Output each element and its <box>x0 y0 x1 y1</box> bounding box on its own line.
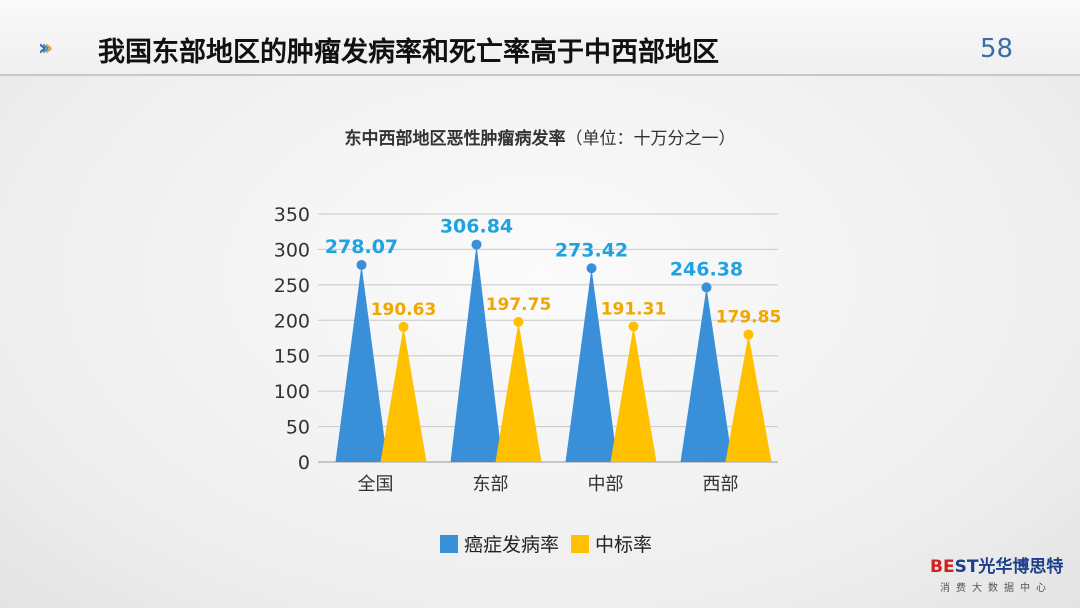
data-point <box>398 321 409 332</box>
triangle-mark <box>495 321 542 462</box>
legend: 癌症发病率 中标率 <box>440 530 652 557</box>
y-tick-label: 350 <box>274 204 310 226</box>
logo: BEST光华博思特 消费大数据中心 <box>930 552 1063 594</box>
triangle-mark <box>380 326 427 462</box>
header: ››› 我国东部地区的肿瘤发病率和死亡率高于中西部地区 58 <box>0 0 1080 76</box>
x-tick-label: 全国 <box>358 474 394 495</box>
legend-item-standard: 中标率 <box>571 530 652 557</box>
triangle-mark <box>565 268 618 462</box>
y-tick-label: 300 <box>274 239 310 261</box>
data-label: 191.31 <box>601 299 667 319</box>
triangle-mark <box>725 334 772 462</box>
legend-item-incidence: 癌症发病率 <box>440 530 559 557</box>
data-point <box>743 329 754 340</box>
page-number: 58 <box>980 34 1014 64</box>
x-tick-label: 中部 <box>588 474 624 495</box>
y-tick-label: 250 <box>274 275 310 297</box>
logo-brand: BEST光华博思特 <box>930 557 1064 577</box>
data-point <box>628 321 639 332</box>
y-tick-label: 200 <box>274 310 310 332</box>
triangle-mark <box>335 264 388 462</box>
data-point <box>471 239 482 250</box>
legend-swatch <box>440 535 458 553</box>
y-tick-label: 100 <box>274 381 310 403</box>
data-label: 246.38 <box>670 258 743 280</box>
chart-title: 东中西部地区恶性肿瘤病发率（单位：十万分之一） <box>344 129 736 149</box>
x-tick-label: 西部 <box>703 474 739 495</box>
logo-subtitle: 消费大数据中心 <box>940 583 1052 594</box>
page-title: 我国东部地区的肿瘤发病率和死亡率高于中西部地区 <box>98 37 719 68</box>
legend-swatch <box>571 535 590 553</box>
triangle-mark <box>680 287 733 462</box>
y-tick-label: 0 <box>298 452 310 474</box>
y-tick-label: 50 <box>286 417 310 439</box>
data-point <box>513 316 524 327</box>
triangle-mark <box>450 244 503 462</box>
data-label: 197.75 <box>486 295 552 315</box>
data-label: 273.42 <box>555 239 628 261</box>
data-point <box>701 282 712 293</box>
data-point <box>356 259 367 270</box>
data-label: 190.63 <box>371 300 437 320</box>
data-label: 306.84 <box>440 216 513 238</box>
triangle-mark <box>610 326 657 462</box>
data-point <box>586 263 597 274</box>
data-label: 179.85 <box>716 308 782 328</box>
x-tick-label: 东部 <box>473 474 509 495</box>
y-tick-label: 150 <box>274 346 310 368</box>
data-label: 278.07 <box>325 236 398 258</box>
